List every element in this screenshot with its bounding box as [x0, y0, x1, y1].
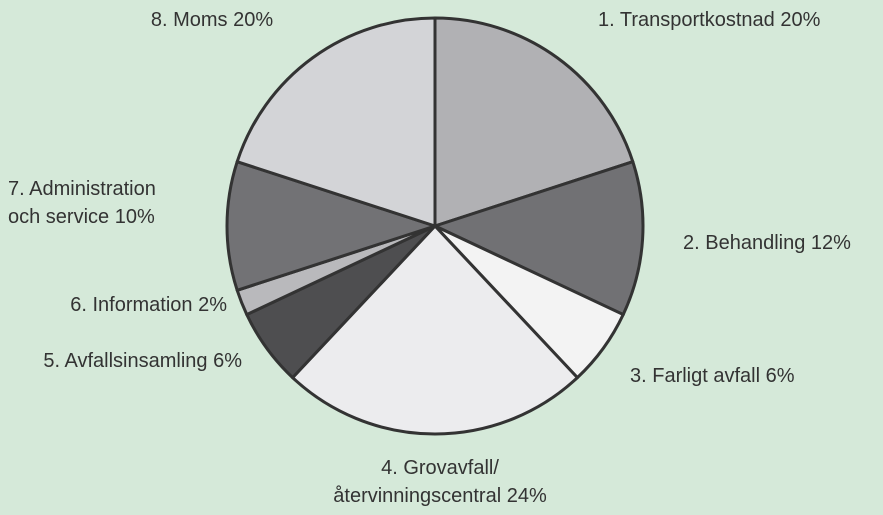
category-name: 7. Administration och service: [8, 178, 156, 228]
value-label: 10%: [114, 206, 155, 228]
pie-slice: [433, 16, 635, 228]
value-label: 20%: [233, 9, 274, 31]
slice-label: 6. Information 2%: [70, 291, 227, 319]
category-name: 5. Avfallsinsamling: [43, 350, 208, 372]
value-label: 6%: [213, 350, 242, 372]
slice-label: 8. Moms 20%: [151, 6, 273, 34]
value-label: 24%: [506, 485, 547, 507]
category-name: 1. Transportkostnad: [598, 9, 775, 31]
value-label: 20%: [780, 9, 821, 31]
value-label: 12%: [810, 232, 851, 254]
slice-label: 3. Farligt avfall 6%: [630, 362, 795, 390]
slice-label: 5. Avfallsinsamling 6%: [43, 347, 242, 375]
value-label: 2%: [198, 294, 227, 316]
pie-slice: [225, 160, 437, 292]
slice-label: 2. Behandling 12%: [683, 229, 851, 257]
category-name: 8. Moms: [150, 9, 228, 31]
value-label: 6%: [765, 365, 795, 387]
pie-slice: [291, 224, 579, 436]
category-name: 6. Information: [70, 294, 193, 316]
category-name: 2. Behandling: [683, 232, 806, 254]
pie-slice: [235, 16, 437, 228]
slice-label: 4. Grovavfall/ återvinningscentral 24%: [333, 454, 546, 510]
category-name: 3. Farligt avfall: [630, 365, 761, 387]
pie-slice: [433, 160, 645, 317]
slice-label: 1. Transportkostnad 20%: [598, 6, 820, 34]
slice-label: 7. Administration och service 10%: [8, 175, 156, 231]
category-name: 4. Grovavfall/ återvinningscentral: [333, 457, 502, 507]
